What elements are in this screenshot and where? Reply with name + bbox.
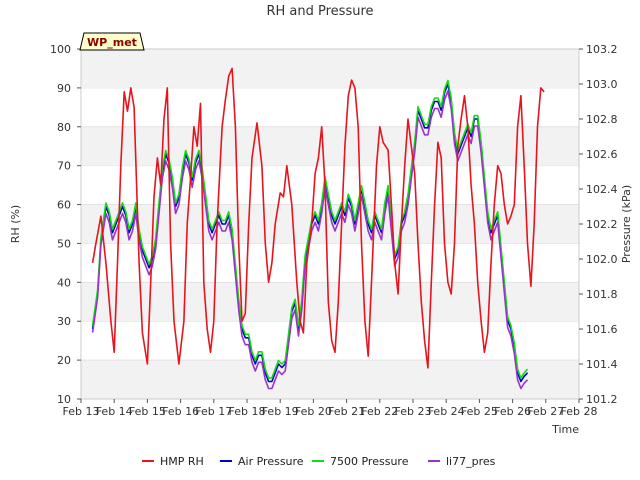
x-tick-label: Feb 23 <box>395 405 432 418</box>
y2-tick-label: 103.2 <box>586 43 618 56</box>
x-tick-label: Feb 13 <box>63 405 100 418</box>
legend-label: li77_pres <box>446 455 496 468</box>
series-line-li77-pres <box>91 90 529 390</box>
y-tick-label: 10 <box>57 393 71 406</box>
legend-label: Air Pressure <box>238 455 304 468</box>
y-tick-label: 30 <box>57 315 71 328</box>
y-tick-label: 50 <box>57 237 71 250</box>
grid-band <box>81 360 579 399</box>
x-tick-label: Feb 24 <box>428 405 465 418</box>
chart-title: RH and Pressure <box>266 4 373 19</box>
x-tick-label: Feb 28 <box>561 405 598 418</box>
x-tick-label: Feb 20 <box>295 405 332 418</box>
badge-shape <box>79 32 145 51</box>
y-tick-label: 20 <box>57 354 71 367</box>
grid-band <box>81 126 579 166</box>
series-line-hmp-rh <box>91 67 545 369</box>
y2-tick-label: 102.8 <box>586 113 618 126</box>
y2-tick-label: 102.2 <box>586 218 618 231</box>
grid-bands <box>81 48 579 399</box>
x-tick-label: Feb 18 <box>229 405 266 418</box>
y2-tick-label: 101.6 <box>586 323 618 336</box>
y2-axis-title: Pressure (kPa) <box>620 185 633 263</box>
y-tick-label: 80 <box>57 121 71 134</box>
grid-band <box>81 49 579 88</box>
x-tick-label: Feb 25 <box>461 405 498 418</box>
station-badge: WP_met <box>79 32 145 51</box>
legend: HMP RH Air Pressure 7500 Pressure li77_pres <box>142 455 496 468</box>
y-tick-label: 90 <box>57 82 71 95</box>
legend-item: Air Pressure <box>220 455 304 468</box>
x-axis-title: Time <box>551 423 579 436</box>
x-tick-label: Feb 19 <box>262 405 299 418</box>
x-tick-label: Feb 14 <box>96 405 133 418</box>
x-tick-label: Feb 17 <box>195 405 232 418</box>
series-layer <box>91 67 545 390</box>
y2-tick-label: 101.2 <box>586 393 618 406</box>
y2-tick-label: 101.8 <box>586 288 618 301</box>
y2-tick-label: 102.0 <box>586 253 618 266</box>
legend-item: li77_pres <box>428 455 496 468</box>
axes: 10 20 30 40 50 60 70 80 90 100 101.2 101.4 101.6 101.… <box>50 43 618 418</box>
x-tick-label: Feb 22 <box>361 405 398 418</box>
legend-label: HMP RH <box>160 455 204 468</box>
y2-tick-label: 103.0 <box>586 78 618 91</box>
legend-item: HMP RH <box>142 455 204 468</box>
y2-tick-label: 102.4 <box>586 183 618 196</box>
y2-tick-label: 101.4 <box>586 358 618 371</box>
x-tick-label: Feb 16 <box>162 405 199 418</box>
y2-tick-label: 102.6 <box>586 148 618 161</box>
x-tick-label: Feb 21 <box>328 405 365 418</box>
y-axis-title: RH (%) <box>9 205 22 243</box>
x-tick-label: Feb 15 <box>129 405 166 418</box>
y-tick-label: 100 <box>50 43 71 56</box>
legend-item: 7500 Pressure <box>312 455 409 468</box>
y-tick-label: 70 <box>57 160 71 173</box>
y-tick-label: 40 <box>57 276 71 289</box>
x-tick-label: Feb 26 <box>494 405 531 418</box>
y-tick-label: 60 <box>57 199 71 212</box>
badge-label: WP_met <box>87 36 137 49</box>
legend-label: 7500 Pressure <box>330 455 409 468</box>
x-tick-label: Feb 27 <box>527 405 564 418</box>
